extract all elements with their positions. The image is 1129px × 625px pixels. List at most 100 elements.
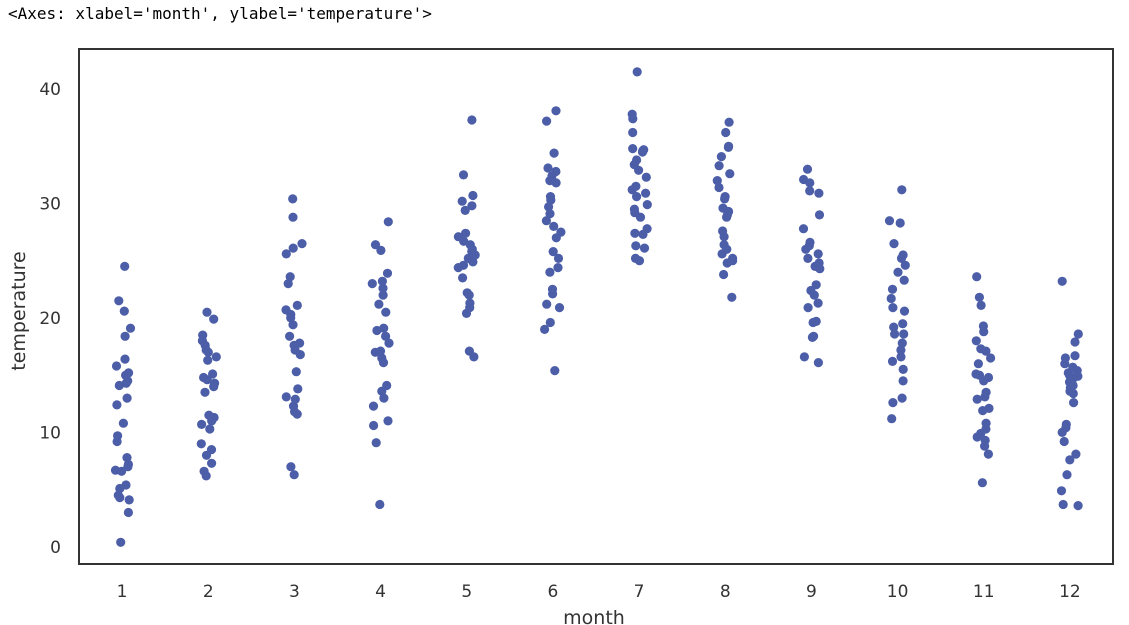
data-point <box>973 359 984 369</box>
data-point <box>631 241 641 251</box>
data-point <box>977 478 988 488</box>
data-point <box>453 263 463 273</box>
data-point <box>719 232 729 242</box>
x-tick-label: 11 <box>973 582 995 602</box>
y-tick-label: 0 <box>50 538 61 558</box>
data-point <box>1058 499 1068 510</box>
data-point <box>628 127 638 138</box>
data-point <box>377 386 387 396</box>
data-point <box>974 292 985 302</box>
data-point <box>367 279 377 289</box>
data-point <box>544 202 554 212</box>
data-point <box>470 250 480 260</box>
data-point <box>884 216 895 226</box>
data-point <box>120 261 130 271</box>
data-point <box>979 327 989 337</box>
data-point <box>285 272 295 282</box>
data-point <box>1073 501 1083 511</box>
x-tick-label: 5 <box>461 582 472 602</box>
data-point <box>807 332 818 342</box>
data-point <box>461 228 471 238</box>
data-point <box>468 190 478 201</box>
data-point <box>382 268 393 278</box>
x-tick-label: 1 <box>117 582 128 602</box>
data-point <box>550 366 560 376</box>
data-point <box>207 458 217 468</box>
data-point <box>292 300 302 310</box>
data-point <box>458 273 468 283</box>
data-point <box>722 258 732 268</box>
data-point <box>717 249 727 259</box>
data-point <box>635 212 646 222</box>
x-axis-label: month <box>563 607 625 625</box>
data-point <box>208 369 218 379</box>
data-point <box>814 210 825 220</box>
data-point <box>980 392 990 402</box>
data-point <box>292 409 302 419</box>
data-point <box>372 325 382 336</box>
data-point <box>721 127 731 138</box>
data-point <box>122 393 132 403</box>
data-point <box>542 116 552 126</box>
data-point <box>897 185 907 195</box>
data-point <box>541 216 552 226</box>
data-point <box>120 354 130 364</box>
data-point <box>899 329 909 339</box>
y-tick-label: 30 <box>39 195 61 215</box>
data-point <box>457 196 467 206</box>
data-point <box>628 144 638 154</box>
y-ticks: 0 10 20 30 40 <box>39 80 61 558</box>
data-point <box>805 178 815 188</box>
data-point <box>116 537 126 547</box>
data-point <box>896 253 907 263</box>
data-point <box>196 439 206 449</box>
data-point <box>897 393 907 403</box>
data-point <box>632 192 642 202</box>
data-point <box>813 358 824 368</box>
data-point <box>983 449 994 459</box>
data-point <box>627 185 637 195</box>
data-point <box>898 319 908 329</box>
data-point <box>114 296 124 306</box>
data-point <box>288 212 298 222</box>
data-point <box>120 331 130 341</box>
data-point <box>1070 351 1080 361</box>
data-point <box>376 245 386 255</box>
data-point <box>893 267 903 277</box>
data-point <box>467 201 477 211</box>
data-point <box>1059 436 1069 447</box>
data-point <box>381 331 391 341</box>
data-point <box>813 298 823 308</box>
data-point <box>283 279 293 289</box>
data-point <box>899 306 910 316</box>
data-point <box>971 336 981 346</box>
data-point <box>1069 398 1079 408</box>
data-point <box>632 67 642 77</box>
data-point <box>203 347 213 357</box>
data-point <box>814 188 824 198</box>
data-point <box>124 495 134 505</box>
data-point <box>630 228 640 238</box>
data-point <box>1062 470 1072 480</box>
data-point <box>368 401 379 411</box>
data-point <box>123 507 133 518</box>
x-tick-label: 4 <box>375 582 386 602</box>
data-point <box>281 392 291 402</box>
data-point <box>641 188 651 198</box>
data-point <box>637 147 648 157</box>
data-point <box>119 306 129 316</box>
y-tick-label: 20 <box>39 309 61 329</box>
data-point <box>281 249 291 259</box>
data-point <box>897 338 907 348</box>
y-axis-label: temperature <box>8 251 30 370</box>
data-point <box>889 239 899 249</box>
data-point <box>201 471 211 481</box>
data-point <box>202 375 212 385</box>
data-point <box>288 243 298 253</box>
data-point <box>634 256 645 266</box>
data-point <box>899 275 909 285</box>
data-point <box>371 438 381 448</box>
data-point <box>801 244 811 254</box>
data-point <box>1071 449 1081 459</box>
data-point <box>293 384 303 394</box>
